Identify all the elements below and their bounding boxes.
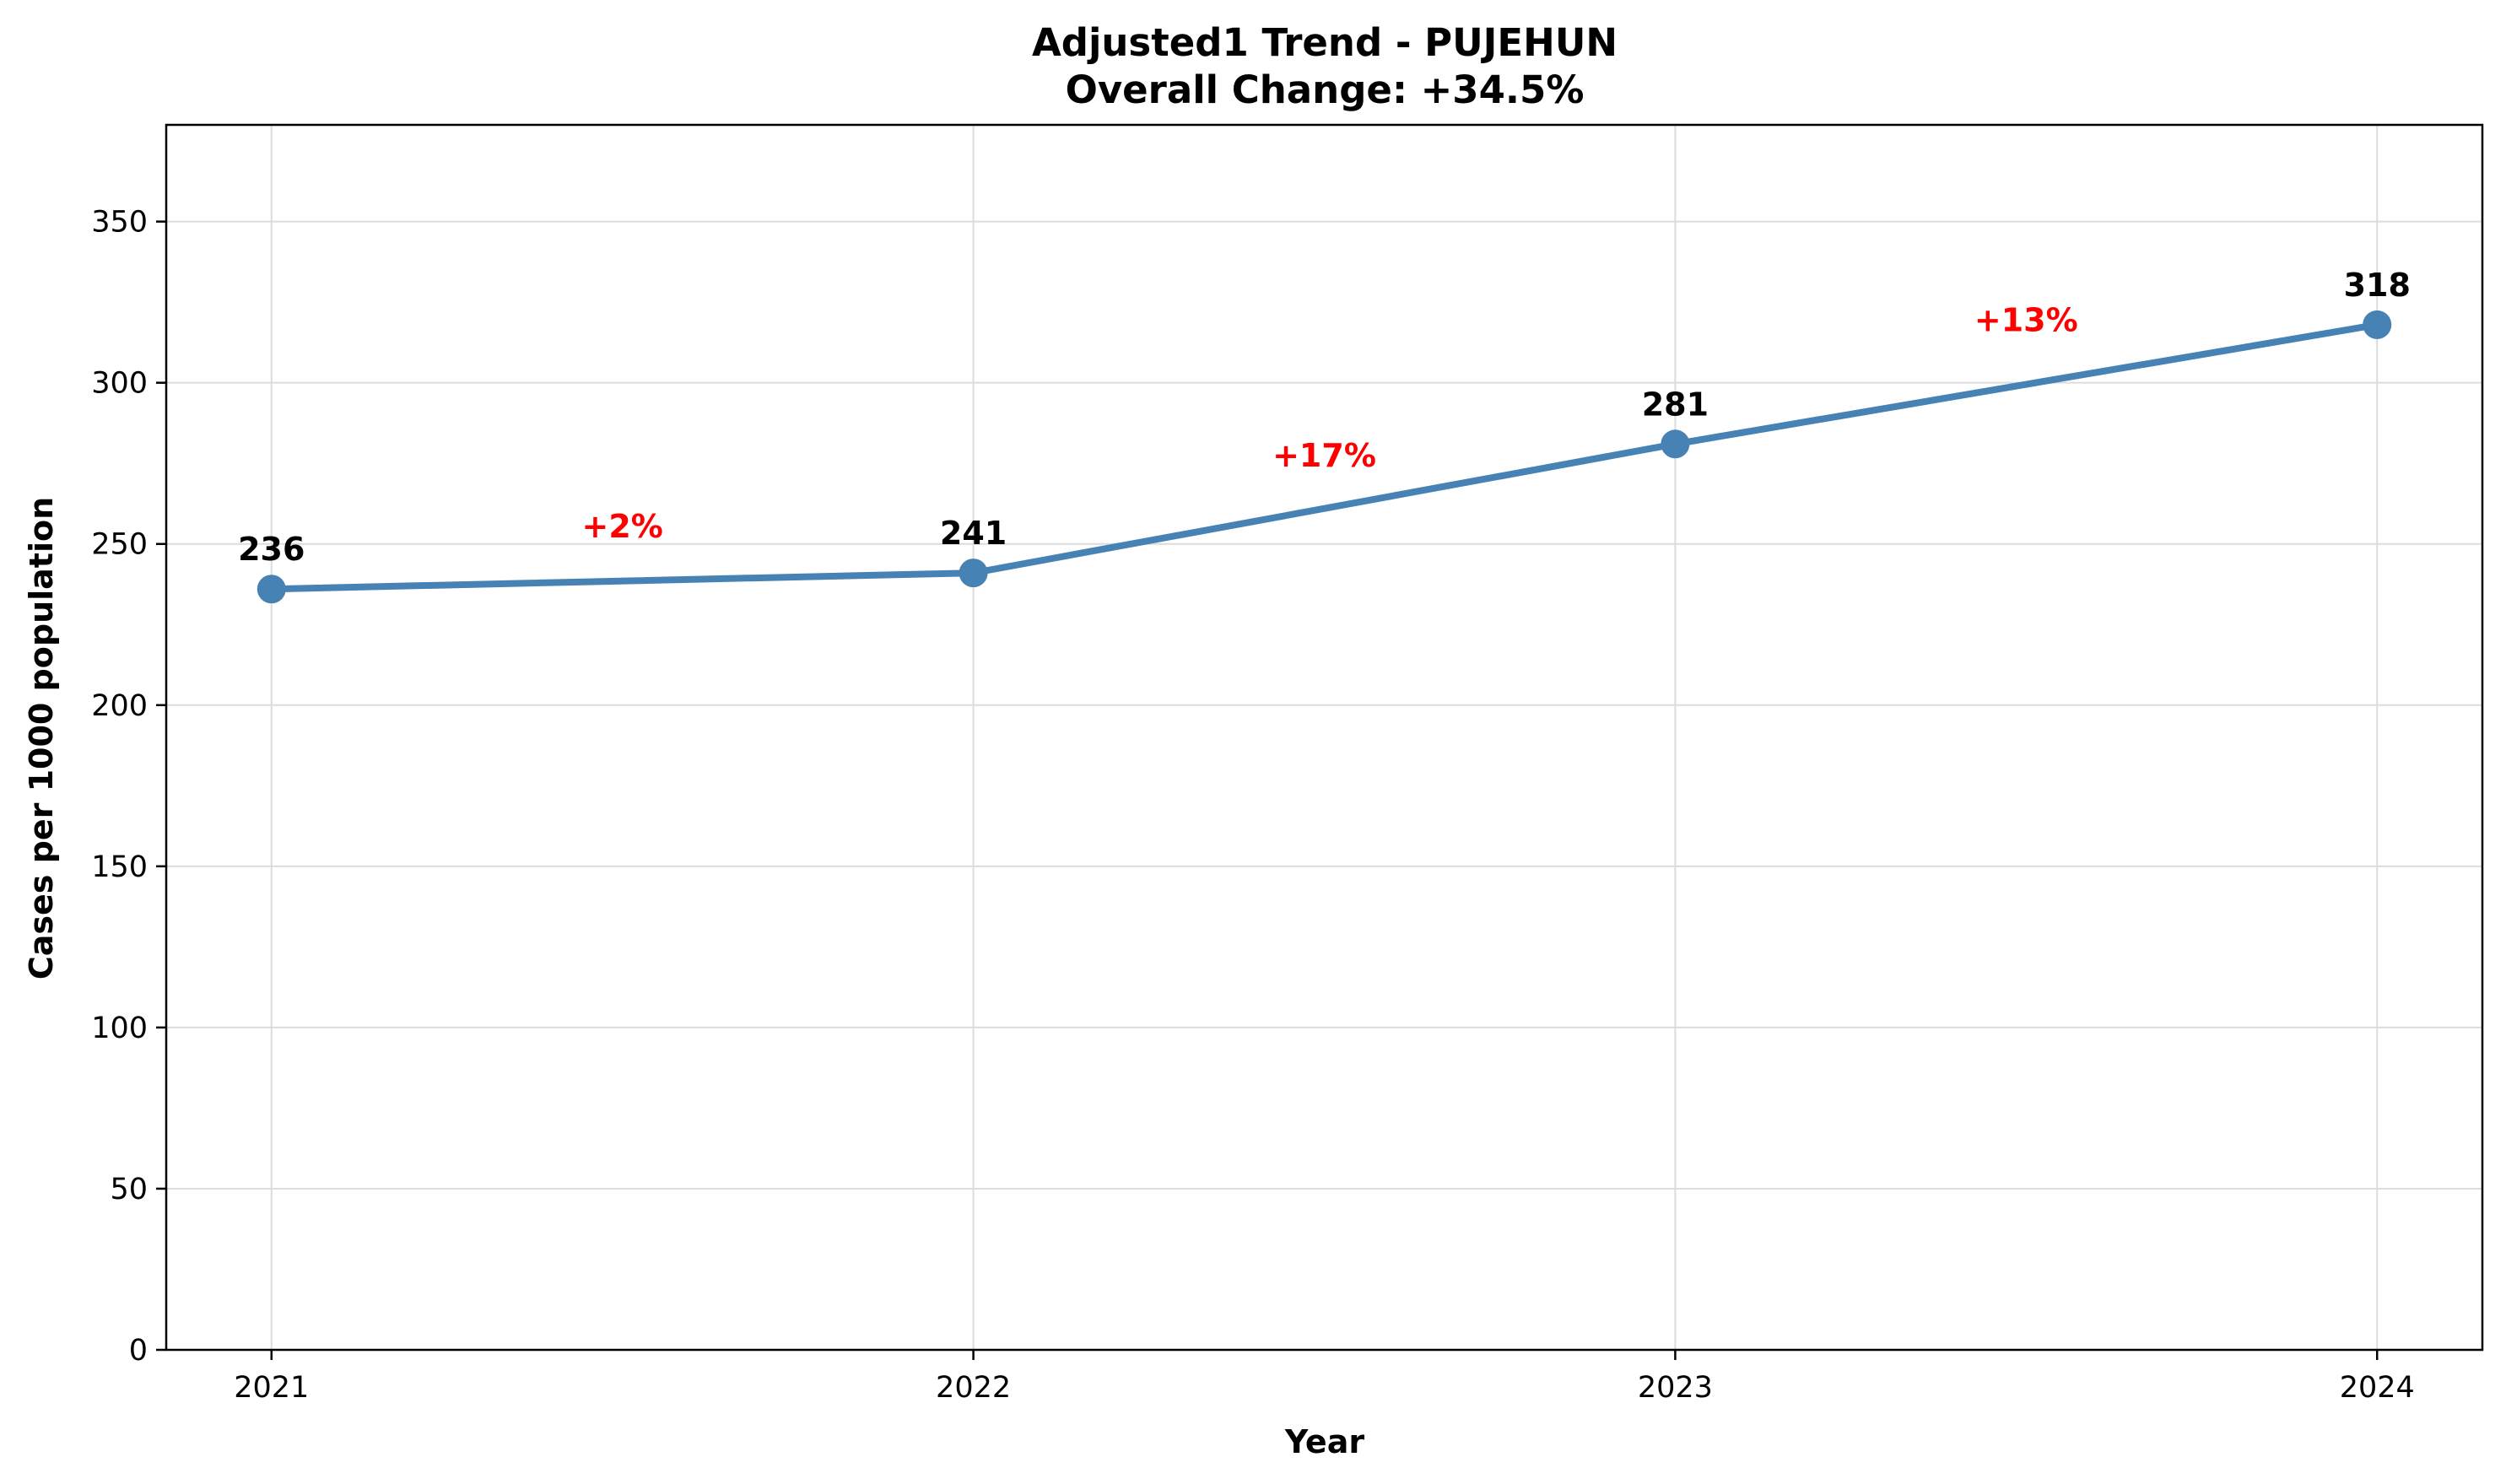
- x-tick-label: 2023: [1638, 1371, 1713, 1405]
- chart-subtitle: Overall Change: +34.5%: [1066, 67, 1585, 112]
- change-label: +2%: [582, 508, 663, 545]
- x-tick-label: 2022: [936, 1371, 1011, 1405]
- y-tick-label: 50: [110, 1173, 148, 1206]
- data-label: 318: [2344, 267, 2411, 304]
- data-label: 236: [238, 531, 305, 568]
- data-label: 281: [1642, 386, 1709, 423]
- change-label: +17%: [1272, 437, 1376, 474]
- y-axis-label: Cases per 1000 population: [23, 497, 60, 979]
- data-point: [257, 575, 286, 604]
- data-label: 241: [940, 515, 1007, 552]
- y-tick-label: 350: [91, 206, 148, 240]
- y-tick-label: 300: [91, 367, 148, 401]
- y-tick-label: 100: [91, 1012, 148, 1045]
- axis-ticks: 0 50 100 150 200 250 300 350 2021 2022 2023 2024: [91, 206, 2415, 1405]
- y-tick-label: 0: [129, 1334, 148, 1368]
- data-point: [2363, 310, 2392, 339]
- series-layer: [257, 310, 2392, 604]
- chart-title: Adjusted1 Trend - PUJEHUN: [1032, 20, 1618, 65]
- data-point: [1661, 429, 1690, 459]
- x-tick-label: 2021: [234, 1371, 309, 1405]
- data-point: [959, 559, 988, 588]
- series-line: [267, 321, 2381, 593]
- grid-lines: [166, 125, 2482, 1351]
- change-label: +13%: [1974, 302, 2078, 339]
- y-tick-label: 200: [91, 689, 148, 723]
- x-axis-label: Year: [1284, 1423, 1364, 1460]
- x-tick-label: 2024: [2340, 1371, 2415, 1405]
- y-tick-label: 250: [91, 528, 148, 562]
- y-tick-label: 150: [91, 850, 148, 884]
- data-labels: 236 241 281 318 +2% +17% +13%: [238, 267, 2411, 568]
- plot-frame: [165, 123, 2484, 1352]
